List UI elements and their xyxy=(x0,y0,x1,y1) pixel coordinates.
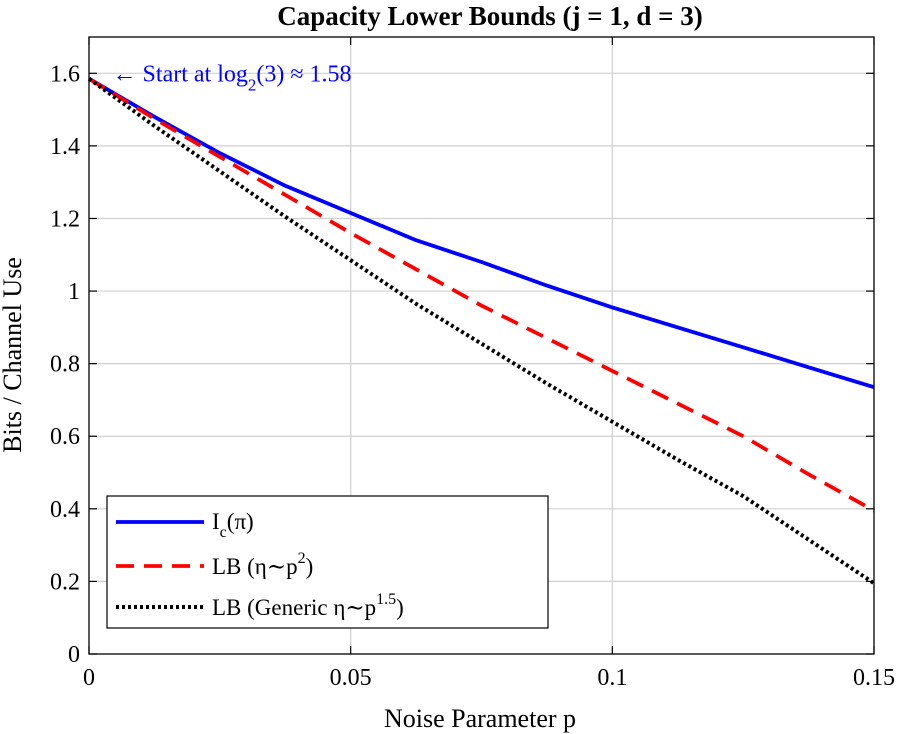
legend-label-lb-p2: LB (η∼p2) xyxy=(212,550,313,579)
x-tick-label: 0 xyxy=(83,665,95,691)
x-axis-label: Noise Parameter p xyxy=(384,704,576,733)
y-tick-label: 0 xyxy=(68,642,80,668)
annotation-text-start: ← Start at log xyxy=(113,61,248,87)
annotation-text-end: (3) ≈ 1.58 xyxy=(256,61,351,87)
y-tick-label: 1.6 xyxy=(50,61,80,87)
series-lines xyxy=(87,77,876,585)
y-axis-label: Bits / Channel Use xyxy=(0,257,27,453)
x-tick-label: 0.1 xyxy=(597,665,627,691)
x-tick-label: 0.15 xyxy=(853,665,895,691)
axes-box xyxy=(88,36,875,655)
series-line-1 xyxy=(88,77,875,513)
start-annotation: ← Start at log2(3) ≈ 1.58 xyxy=(113,61,352,94)
y-tick-label: 0.8 xyxy=(50,352,80,378)
series-line-2 xyxy=(87,77,876,585)
legend-label-ic: Ic(π) xyxy=(212,509,254,541)
y-tick-label: 1.2 xyxy=(50,206,80,232)
y-tick-label: 0.6 xyxy=(50,424,80,450)
legend-box xyxy=(106,495,549,629)
y-tick-label: 0.2 xyxy=(50,569,80,595)
annotation-subscript: 2 xyxy=(248,75,256,94)
legend-label-lb-generic: LB (Generic η∼p1.5) xyxy=(212,591,404,620)
series-line-0 xyxy=(88,77,875,390)
x-tick-label: 0.05 xyxy=(330,665,372,691)
y-tick-label: 1.4 xyxy=(50,134,80,160)
y-tick-label: 1 xyxy=(68,279,80,305)
legend: Ic(π) LB (η∼p2) LB (Generic η∼p1.5) xyxy=(106,495,549,629)
tick-labels: 0 0.05 0.1 0.15 0 0.2 0.4 0.6 0.8 1 1.2 1.4 1.6 xyxy=(50,61,895,691)
axes xyxy=(88,36,875,655)
chart-title: Capacity Lower Bounds (j = 1, d = 3) xyxy=(277,1,703,31)
y-tick-label: 0.4 xyxy=(50,497,80,523)
